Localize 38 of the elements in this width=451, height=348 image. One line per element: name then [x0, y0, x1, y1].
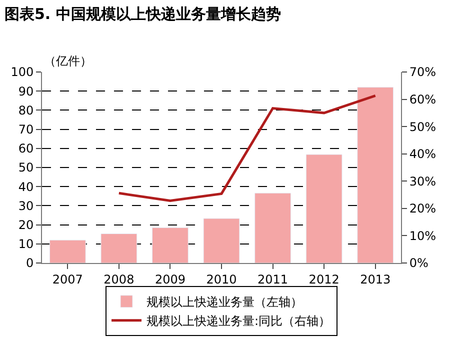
legend-label: 规模以上快递业务量:同比（右轴）	[146, 314, 331, 328]
x-tick-label: 2013	[360, 272, 391, 286]
y-tick-label: 10	[18, 237, 34, 252]
y-tick-label: 40	[18, 180, 34, 194]
bar	[306, 154, 342, 263]
bar	[203, 218, 240, 263]
y2-tick-label: 40%	[409, 147, 436, 162]
y-tick-label: 70	[18, 122, 34, 136]
legend-label: 规模以上快递业务量（左轴）	[146, 295, 302, 310]
y-tick-label: 90	[18, 84, 34, 98]
bar	[357, 87, 394, 263]
y2-tick-label: 70%	[409, 65, 436, 80]
y-tick-label: 60	[18, 142, 34, 156]
bar	[152, 227, 188, 263]
y-tick-label: 100	[10, 65, 34, 80]
y-tick-label: 20	[18, 218, 34, 232]
y2-tick-label: 60%	[409, 92, 436, 106]
y2-tick-label: 30%	[409, 174, 436, 188]
y-tick-label: 0	[26, 256, 34, 270]
bar	[49, 240, 86, 263]
bar	[254, 192, 291, 263]
y2-tick-label: 10%	[409, 228, 436, 243]
y2-tick-label: 20%	[409, 202, 436, 216]
x-tick-label: 2011	[258, 272, 288, 286]
chart-title: 图表5. 中国规模以上快递业务量增长趋势	[4, 5, 281, 24]
x-tick-label: 2008	[104, 272, 134, 286]
y-tick-label: 30	[18, 198, 34, 213]
y2-tick-label: 50%	[409, 120, 436, 134]
x-tick-label: 2012	[308, 272, 340, 286]
x-tick-label: 2007	[52, 272, 83, 286]
y-tick-label: 50	[18, 160, 34, 175]
bar	[100, 234, 138, 263]
y-tick-label: 80	[18, 103, 34, 118]
y2-tick-label: 0%	[409, 256, 428, 270]
y-axis-title: （亿件）	[44, 54, 92, 68]
x-tick-label: 2009	[154, 272, 186, 286]
line-series	[118, 94, 377, 202]
x-tick-label: 2010	[206, 272, 237, 286]
